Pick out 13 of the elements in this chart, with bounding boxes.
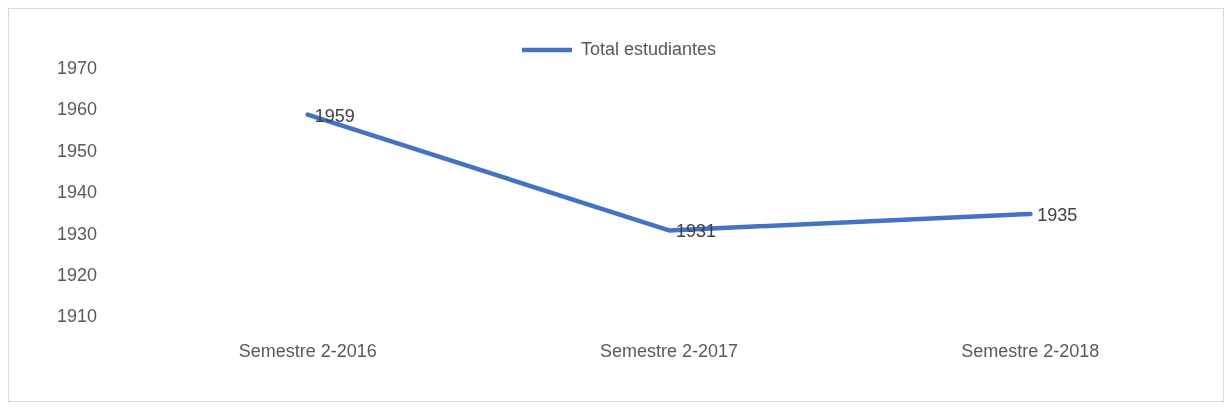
data-label: 1959 [314,105,355,126]
y-tick-label: 1910 [57,306,98,327]
y-tick-label: 1930 [57,223,98,244]
x-tick-label: Semestre 2-2016 [238,341,377,362]
y-tick-label: 1940 [57,182,98,203]
y-tick-label: 1950 [57,140,98,161]
x-tick-label: Semestre 2-2017 [599,341,739,362]
data-label: 1935 [1037,204,1078,225]
x-tick-label: Semestre 2-2018 [961,341,1100,362]
legend-label: Total estudiantes [580,38,717,59]
y-tick-label: 1920 [57,264,98,285]
y-tick-label: 1960 [57,99,98,120]
y-tick-label: 1970 [57,57,98,78]
